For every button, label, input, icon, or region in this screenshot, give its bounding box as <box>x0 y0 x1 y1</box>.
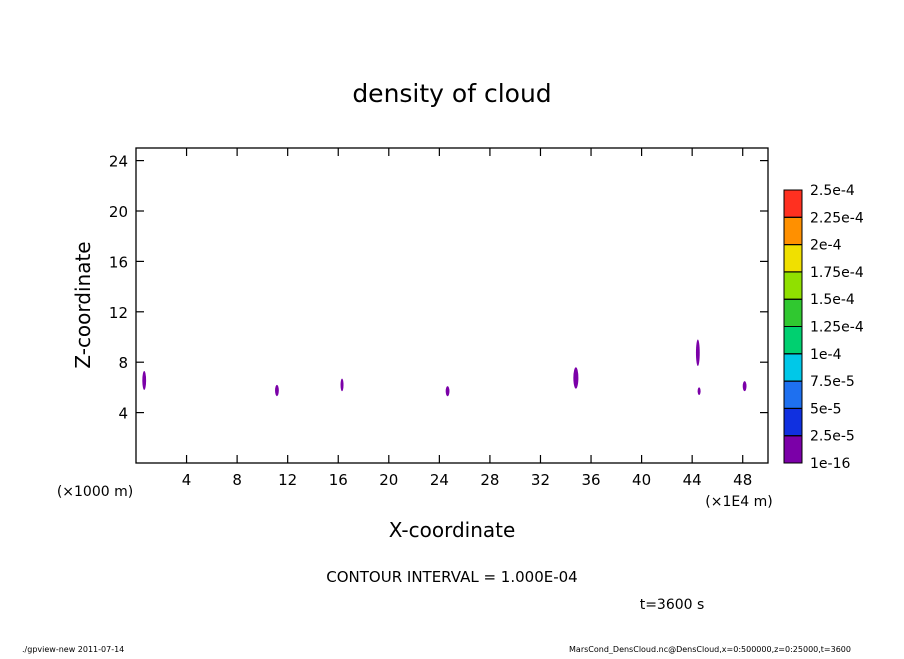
x-tick-label: 48 <box>733 471 752 489</box>
x-tick-label: 16 <box>329 471 348 489</box>
colorbar-box <box>783 435 803 464</box>
x-tick-label: 40 <box>632 471 651 489</box>
cloud-patch <box>697 387 701 395</box>
cloud-patch <box>573 367 579 389</box>
colorbar-label: 2.5e-4 <box>810 183 855 199</box>
plot-layer: 4 8 12 16 20 24 28 32 36 40 44 4848121620241e-162.5… <box>109 148 864 489</box>
footer-left: ./gpview-new 2011-07-14 <box>22 645 124 654</box>
y-tick-label: 16 <box>109 253 128 271</box>
colorbar-label: 1.75e-4 <box>810 265 864 281</box>
footer-right: MarsCond_DensCloud.nc@DensCloud,x=0:5000… <box>569 645 851 654</box>
cloud-patch <box>142 371 147 390</box>
x-tick-label: 36 <box>581 471 600 489</box>
colorbar-box <box>783 407 803 437</box>
colorbar-label: 2.25e-4 <box>810 210 864 226</box>
colorbar-box <box>783 380 803 409</box>
plot-frame <box>135 147 769 464</box>
x-tick-label: 44 <box>683 471 702 489</box>
x-unit: (×1E4 m) <box>705 494 772 510</box>
time-label: t=3600 s <box>640 597 705 613</box>
y-tick-label: 24 <box>109 153 128 171</box>
y-tick-label: 12 <box>109 304 128 322</box>
colorbar-label: 5e-5 <box>810 401 841 417</box>
cloud-patch <box>275 384 279 397</box>
x-axis-label: X-coordinate <box>389 518 516 542</box>
colorbar-label: 7.5e-5 <box>810 374 855 390</box>
colorbar-label: 1e-4 <box>810 347 842 363</box>
x-tick-label: 28 <box>480 471 499 489</box>
cloud-patch <box>742 381 747 392</box>
cloud-patch <box>340 378 344 392</box>
chart-title: density of cloud <box>352 79 551 108</box>
x-tick-label: 32 <box>531 471 550 489</box>
colorbar-box <box>783 271 803 300</box>
colorbar-box <box>783 353 803 382</box>
cloud-patch <box>695 339 700 366</box>
colorbar-box <box>783 189 803 218</box>
y-axis-label: Z-coordinate <box>71 241 95 368</box>
colorbar-box <box>783 326 803 355</box>
y-unit: (×1000 m) <box>57 484 133 500</box>
y-tick-label: 20 <box>109 203 128 221</box>
y-tick-label: 8 <box>118 354 128 372</box>
colorbar-label: 1e-16 <box>810 456 850 472</box>
cloud-patch <box>445 386 450 397</box>
x-tick-label: 4 <box>182 471 192 489</box>
x-tick-label: 24 <box>430 471 449 489</box>
y-tick-label: 4 <box>118 405 128 423</box>
colorbar-label: 2e-4 <box>810 238 842 254</box>
colorbar-box <box>783 244 803 273</box>
colorbar-box <box>783 216 803 246</box>
x-tick-label: 20 <box>379 471 398 489</box>
colorbar-box <box>783 298 803 328</box>
x-tick-label: 8 <box>232 471 242 489</box>
annotation: CONTOUR INTERVAL = 1.000E-04 <box>326 568 577 586</box>
colorbar-label: 1.25e-4 <box>810 320 864 336</box>
x-tick-label: 12 <box>278 471 297 489</box>
colorbar-label: 2.5e-5 <box>810 429 855 445</box>
colorbar-label: 1.5e-4 <box>810 292 855 308</box>
